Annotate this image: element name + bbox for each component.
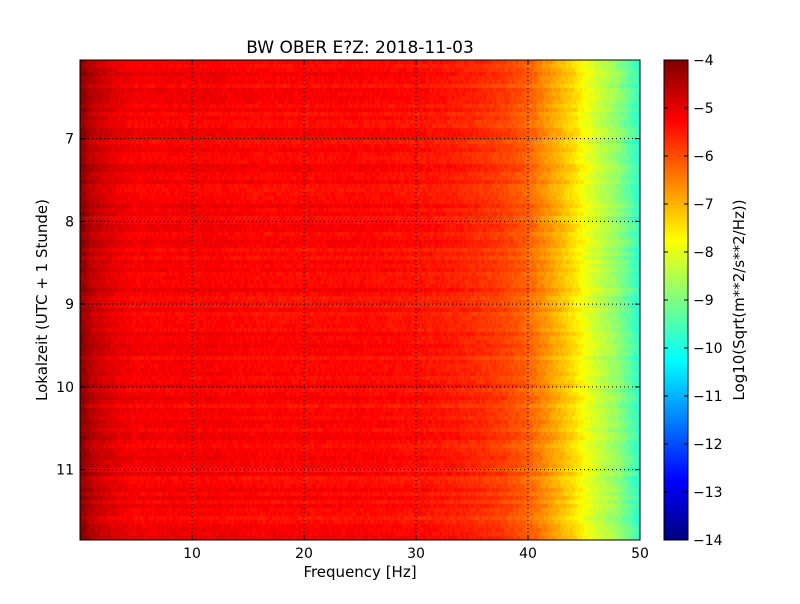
x-tick-label: 30	[407, 546, 425, 562]
colorbar: −4 −5 −6 −7 −8 −9 −10 −11 −12 −13 −14 Log10(Sqrt(m…	[663, 53, 748, 549]
x-axis-label: Frequency [Hz]	[303, 563, 416, 581]
plot-frame	[79, 59, 641, 541]
colorbar-tick-label: −8	[693, 245, 714, 261]
y-tick-label: 11	[56, 463, 74, 479]
y-tick-label: 10	[56, 380, 74, 396]
colorbar-tick-label: −9	[693, 293, 714, 309]
colorbar-tick-label: −11	[693, 389, 723, 405]
colorbar-tick-label: −12	[693, 437, 723, 453]
x-tick-label: 40	[519, 546, 537, 562]
colorbar-tick-label: −10	[693, 341, 723, 357]
y-axis-label: Lokalzeit (UTC + 1 Stunde)	[33, 199, 51, 401]
colorbar-tick-label: −6	[693, 149, 714, 165]
colorbar-tick-label: −5	[693, 101, 714, 117]
x-tick-label: 10	[183, 546, 201, 562]
colorbar-tick-label: −13	[693, 485, 723, 501]
grid-lines	[80, 60, 640, 540]
plot-area	[80, 60, 640, 540]
colorbar-tick-label: −14	[693, 533, 723, 549]
colorbar-label: Log10(Sqrt(m**2/s**2/Hz))	[730, 199, 748, 400]
x-axis: 10 20 30 40 50	[183, 60, 649, 562]
y-tick-label: 8	[65, 214, 74, 230]
colorbar-tick-label: −7	[693, 197, 714, 213]
colorbar-ticks: −4 −5 −6 −7 −8 −9 −10 −11 −12 −13 −14	[664, 53, 723, 549]
colorbar-tick-label: −4	[693, 53, 714, 69]
y-tick-label: 7	[65, 132, 74, 148]
chart-title: BW OBER E?Z: 2018-11-03	[246, 38, 474, 58]
x-tick-label: 20	[295, 546, 313, 562]
x-tick-label: 50	[631, 546, 649, 562]
y-axis: 7 8 9 10 11	[56, 132, 640, 479]
spectrogram-heatmap	[80, 60, 640, 540]
y-tick-label: 9	[65, 297, 74, 313]
